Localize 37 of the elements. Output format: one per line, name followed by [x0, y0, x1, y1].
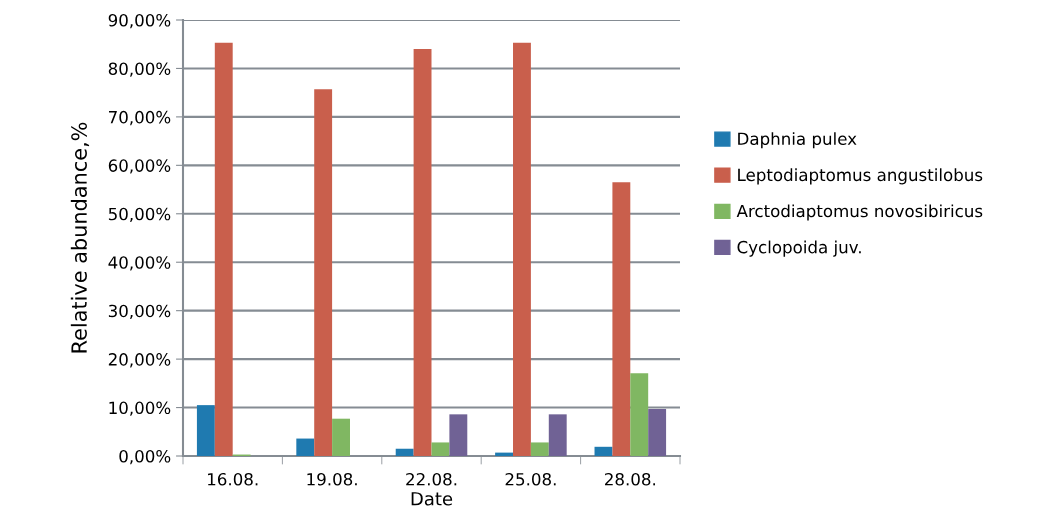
bar	[314, 89, 333, 456]
legend-label: Arctodiaptomus novosibiricus	[736, 204, 983, 221]
bar	[431, 442, 450, 456]
bar	[395, 448, 414, 456]
x-tick-label: 16.08.	[208, 472, 258, 486]
legend-label: Daphnia pulex	[738, 132, 857, 149]
bar	[530, 442, 549, 456]
y-tick-label: 80,00%	[108, 62, 171, 77]
x-tick-label: 25.08.	[505, 472, 556, 486]
y-tick-label: 60,00%	[108, 159, 171, 174]
bar	[612, 182, 631, 456]
y-tick-label: 10,00%	[109, 401, 171, 416]
bar	[449, 414, 468, 456]
bar	[648, 409, 667, 456]
y-tick-label: 50,00%	[108, 207, 171, 223]
y-tick-label: 70,00%	[109, 110, 171, 126]
x-tick-label: 28.08.	[605, 472, 656, 486]
bar	[630, 373, 649, 456]
y-tick-label: 0,00%	[119, 449, 171, 465]
bar	[413, 49, 432, 456]
legend-label: Cyclopoida juv.	[737, 240, 861, 257]
y-tick-label: 20,00%	[108, 353, 171, 368]
y-tick-label: 90,00%	[108, 13, 171, 29]
x-tick-label: 22.08.	[406, 472, 457, 486]
y-tick-label: 30,00%	[108, 304, 171, 319]
bar	[332, 418, 350, 456]
x-tick-label: 19.08.	[307, 472, 357, 486]
legend-label: Leptodiaptomus angustilobus	[738, 168, 983, 185]
y-tick-label: 40,00%	[108, 256, 171, 271]
bar	[594, 446, 613, 456]
bar	[214, 42, 233, 456]
bar	[296, 438, 315, 456]
bar	[196, 405, 215, 456]
y-axis-title: Relative abundance,%	[70, 122, 90, 353]
bar	[548, 414, 567, 456]
x-axis-title: Date	[411, 492, 453, 506]
bar	[513, 42, 531, 456]
